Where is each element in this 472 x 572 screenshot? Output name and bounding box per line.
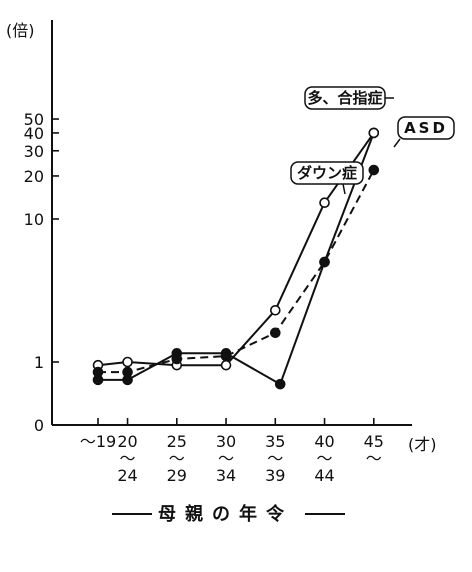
x-tick-label: ～ — [218, 449, 234, 468]
x-tick-label: 20 — [117, 432, 137, 451]
y-tick-label: 1 — [34, 353, 44, 372]
data-point-series-2 — [220, 350, 232, 362]
data-point-series-2 — [92, 366, 104, 378]
data-point-series-1 — [368, 127, 380, 139]
x-tick-label: ～ — [366, 449, 382, 468]
y-axis-unit-label: (倍) — [6, 21, 35, 40]
y-tick-label: 20 — [24, 167, 44, 186]
callout-down-syndrome: ダウン症 — [290, 161, 364, 195]
x-tick-label: 29 — [167, 466, 187, 485]
y-tick-label: 0 — [34, 416, 44, 435]
data-point-series-1 — [269, 304, 281, 316]
x-tick-label: ～ — [169, 449, 185, 468]
x-tick-label: 39 — [265, 466, 285, 485]
x-tick-label: ～ — [120, 449, 136, 468]
x-tick-label: 44 — [314, 466, 334, 485]
y-tick-label: 10 — [24, 210, 44, 229]
series-markers — [92, 127, 380, 390]
callout-down-syndrome-box — [290, 161, 364, 185]
x-tick-label: 30 — [216, 432, 236, 451]
y-tick-label: 30 — [24, 142, 44, 161]
y-axis: (倍) — [6, 20, 53, 425]
x-tick-label: ～ — [317, 449, 333, 468]
callout-asd: ASD — [393, 116, 455, 148]
callout-down-syndrome-text: ダウン症 — [297, 164, 357, 182]
callout-asd-box — [397, 116, 455, 140]
x-tick-label: ～19 — [80, 432, 116, 451]
data-point-series-2 — [368, 164, 380, 176]
x-tick-label: 40 — [314, 432, 334, 451]
y-tick-label: 40 — [24, 124, 44, 143]
callout-multi-syndactyly-text: 多、合指症 — [307, 89, 382, 107]
data-point-series-1 — [319, 197, 330, 209]
x-tick-label: 25 — [167, 432, 187, 451]
series-line-2 — [98, 169, 375, 374]
data-point-series-2 — [171, 353, 183, 365]
data-point-series-2 — [269, 327, 281, 339]
x-axis: (才) — [52, 424, 437, 454]
x-axis-title-text: 母親の年令 — [158, 503, 293, 525]
callout-multi-syndactyly: 多、合指症 — [304, 86, 394, 110]
x-tick-label: 45 — [364, 432, 384, 451]
data-point-series-0 — [274, 378, 286, 390]
x-tick-label: 34 — [216, 466, 236, 485]
x-tick-label: 24 — [117, 466, 137, 485]
x-axis-title: 母親の年令 — [112, 503, 345, 525]
x-tick-label: ～ — [267, 449, 283, 468]
data-point-series-2 — [319, 256, 330, 268]
data-point-series-2 — [122, 366, 133, 378]
callout-down-syndrome-pointer — [342, 183, 346, 195]
x-tick-label: 35 — [265, 432, 285, 451]
x-axis-unit-label: (才) — [408, 435, 437, 454]
data-point-series-1 — [122, 356, 133, 368]
y-tick-label: 50 — [24, 110, 44, 129]
data-point-series-1 — [220, 359, 232, 371]
callout-asd-text: ASD — [404, 119, 448, 137]
callout-asd-pointer — [393, 138, 401, 148]
